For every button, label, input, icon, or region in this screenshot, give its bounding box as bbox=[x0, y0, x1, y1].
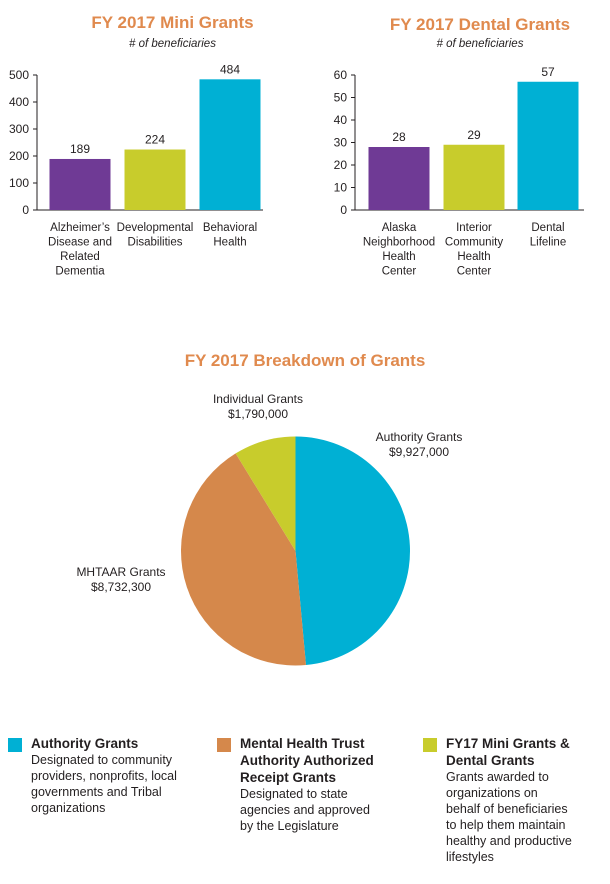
bar-value-label: 224 bbox=[145, 133, 165, 147]
dental-grants-title: FY 2017 Dental Grants bbox=[389, 15, 571, 34]
y-tick-label: 500 bbox=[9, 68, 29, 82]
x-category-label: Health bbox=[382, 251, 415, 263]
x-category-label: Interior bbox=[456, 222, 492, 234]
x-category-label: Community bbox=[445, 237, 503, 249]
pie-slice-label: Individual Grants bbox=[213, 392, 303, 406]
x-category-label: Disease and bbox=[48, 237, 112, 249]
x-category-label: Dental bbox=[531, 222, 564, 234]
bar bbox=[517, 81, 579, 210]
x-category-label: Center bbox=[457, 266, 492, 278]
pie-slice-value-label: $1,790,000 bbox=[228, 407, 288, 421]
breakdown-title: FY 2017 Breakdown of Grants bbox=[184, 351, 426, 370]
x-category-label: Lifeline bbox=[530, 237, 566, 249]
legend-title: Authority Grants bbox=[31, 736, 139, 751]
y-tick-label: 40 bbox=[334, 113, 348, 127]
mini-grants-title: FY 2017 Mini Grants bbox=[91, 13, 254, 32]
x-category-label: Alzheimer’s bbox=[50, 222, 110, 234]
y-tick-label: 10 bbox=[334, 181, 348, 195]
x-category-label: Dementia bbox=[55, 266, 105, 278]
x-category-label: Center bbox=[382, 266, 417, 278]
y-tick-label: 300 bbox=[9, 122, 29, 136]
bar-value-label: 57 bbox=[541, 65, 555, 79]
y-tick-label: 20 bbox=[334, 158, 348, 172]
bar bbox=[49, 158, 111, 210]
mini-grants-subtitle: # of beneficiaries bbox=[129, 38, 216, 50]
x-category-label: Alaska bbox=[382, 222, 417, 234]
bar bbox=[124, 149, 186, 210]
y-tick-label: 100 bbox=[9, 176, 29, 190]
pie-slice-label: Authority Grants bbox=[376, 430, 463, 444]
dental-grants-subtitle: # of beneficiaries bbox=[436, 38, 524, 50]
pie-slice-value-label: $8,732,300 bbox=[91, 580, 151, 594]
x-category-label: Related bbox=[60, 251, 100, 263]
y-tick-label: 50 bbox=[334, 91, 348, 105]
legend-swatch bbox=[8, 738, 22, 752]
legend-description: Designated to community providers, nonpr… bbox=[31, 753, 177, 815]
y-tick-label: 30 bbox=[334, 136, 348, 150]
y-tick-label: 0 bbox=[340, 203, 347, 217]
bar-value-label: 28 bbox=[392, 130, 406, 144]
y-tick-label: 0 bbox=[22, 203, 29, 217]
y-tick-label: 200 bbox=[9, 149, 29, 163]
dental-grants-chart: 0 10 20 30 40 50 60 28 Alaska Neighborhood Health C… bbox=[334, 65, 584, 278]
pie-slice-label: MHTAAR Grants bbox=[76, 565, 165, 579]
x-category-label: Neighborhood bbox=[363, 237, 435, 249]
x-category-label: Behavioral bbox=[203, 222, 257, 234]
y-tick-label: 400 bbox=[9, 95, 29, 109]
bar-value-label: 29 bbox=[467, 128, 481, 142]
bar bbox=[199, 79, 261, 210]
legend-description: Designated to state agencies and approve… bbox=[240, 787, 370, 833]
bar bbox=[443, 144, 505, 210]
bar bbox=[368, 147, 430, 210]
legend-title: Mental Health Trust Authority Authorized… bbox=[240, 736, 374, 785]
pie-slice bbox=[235, 436, 296, 551]
pie-slice bbox=[295, 436, 410, 666]
pie-slice bbox=[181, 453, 306, 666]
y-tick-label: 60 bbox=[334, 68, 348, 82]
mini-grants-chart: 0 100 200 300 400 500 189 Alzheimer’s Disease an… bbox=[9, 62, 263, 278]
pie-slice-value-label: $9,927,000 bbox=[389, 445, 449, 459]
legend-title: FY17 Mini Grants & Dental Grants bbox=[446, 736, 570, 768]
legend-swatch bbox=[217, 738, 231, 752]
legend-swatch bbox=[423, 738, 437, 752]
x-category-label: Health bbox=[457, 251, 490, 263]
x-category-label: Health bbox=[213, 237, 246, 249]
x-category-label: Disabilities bbox=[128, 237, 183, 249]
x-category-label: Developmental bbox=[117, 222, 194, 234]
legend-description: Grants awarded to organizations on behal… bbox=[446, 770, 572, 864]
bar-value-label: 189 bbox=[70, 142, 90, 156]
bar-value-label: 484 bbox=[220, 62, 240, 76]
